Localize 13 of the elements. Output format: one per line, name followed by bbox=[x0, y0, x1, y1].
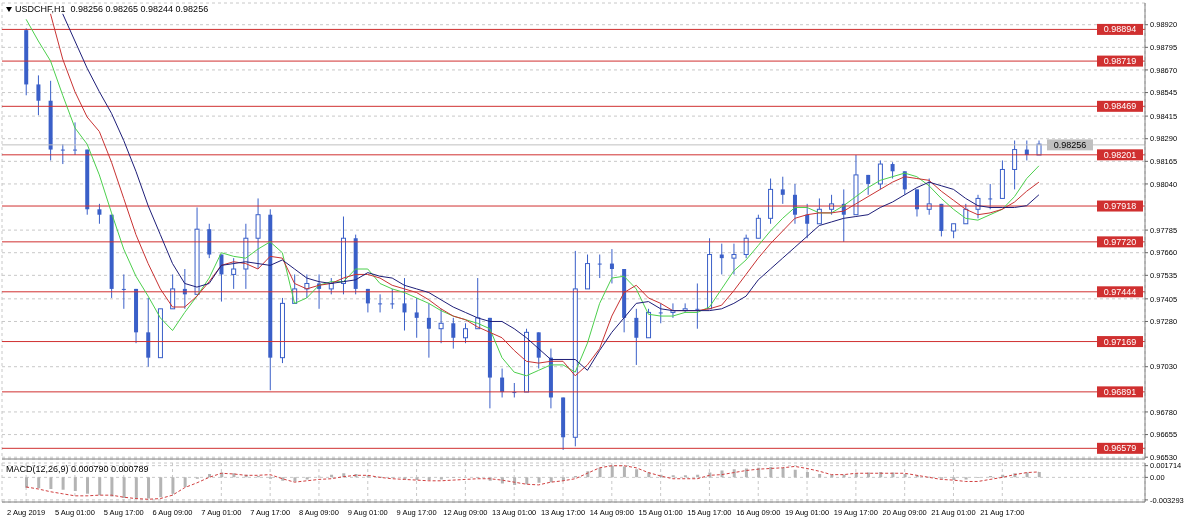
ref-line-label: 0.97444 bbox=[1103, 286, 1137, 297]
ref-line-label: 0.97918 bbox=[1103, 201, 1137, 212]
ref-line-label: 0.97720 bbox=[1103, 236, 1137, 247]
ref-line-label: 0.98469 bbox=[1103, 101, 1137, 112]
ref-line-label: 0.98719 bbox=[1103, 56, 1137, 67]
ref-line-label: 0.97169 bbox=[1103, 336, 1137, 347]
ref-line-label: 0.98201 bbox=[1103, 149, 1137, 160]
chart-title: MACD(12,26,9) 0.000790 0.000789 bbox=[6, 464, 149, 474]
ref-line-label: 0.98894 bbox=[1103, 24, 1137, 35]
chart-title: USDCHF,H1 0.98256 0.98265 0.98244 0.98256 bbox=[15, 4, 209, 14]
ref-line-label: 0.98256 bbox=[1053, 139, 1087, 150]
ref-line-label: 0.96891 bbox=[1103, 386, 1137, 397]
ref-line-label: 0.96579 bbox=[1103, 443, 1137, 454]
